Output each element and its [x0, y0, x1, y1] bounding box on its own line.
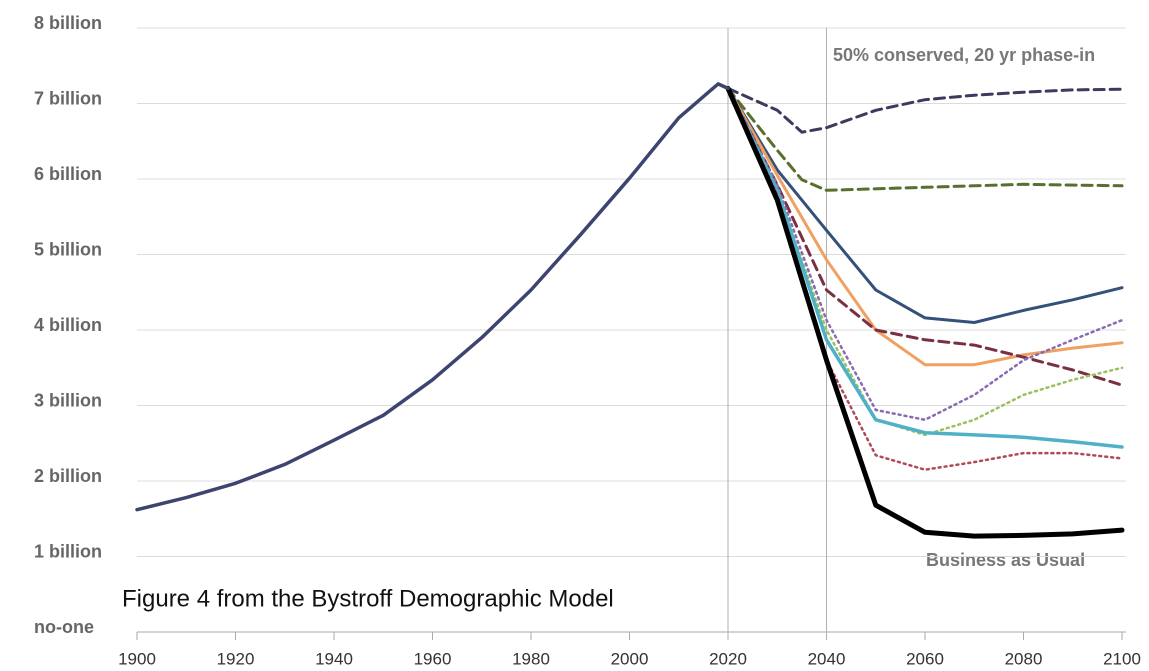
figure-caption: Figure 4 from the Bystroff Demographic M…: [122, 585, 614, 612]
y-tick-label: 8 billion: [34, 13, 102, 33]
series-line: [726, 86, 1124, 449]
y-tick-label: 2 billion: [34, 466, 102, 486]
series-line: [135, 82, 730, 512]
annotation: Business as Usual: [926, 550, 1085, 570]
series-line: [726, 86, 1124, 387]
series-line: [726, 86, 1124, 134]
y-tick-label: 4 billion: [34, 315, 102, 335]
x-tick-label: 1940: [315, 649, 353, 668]
series-line: [726, 86, 1124, 192]
x-tick-label: 1960: [414, 649, 452, 668]
annotation: 50% conserved, 20 yr phase-in: [833, 45, 1095, 65]
y-tick-label: 5 billion: [34, 239, 102, 259]
x-tick-label: 2060: [906, 649, 944, 668]
series-line: [726, 87, 1124, 422]
series-line: [725, 85, 1125, 539]
y-tick-label: 7 billion: [34, 88, 102, 108]
y-tick-label: no-one: [34, 617, 94, 637]
x-tick-label: 1920: [217, 649, 255, 668]
y-tick-label: 1 billion: [34, 541, 102, 561]
series-line: [726, 86, 1124, 367]
x-tick-label: 2020: [709, 649, 747, 668]
x-tick-label: 2000: [611, 649, 649, 668]
series-line: [726, 87, 1124, 437]
x-tick-label: 1980: [512, 649, 550, 668]
series-line: [726, 87, 1124, 471]
x-tick-label: 2080: [1005, 649, 1043, 668]
x-tick-label: 2040: [808, 649, 846, 668]
x-tick-label: 1900: [118, 649, 156, 668]
y-tick-label: 6 billion: [34, 164, 102, 184]
x-tick-label: 2100: [1103, 649, 1141, 668]
series-line: [726, 86, 1124, 324]
y-tick-label: 3 billion: [34, 390, 102, 410]
